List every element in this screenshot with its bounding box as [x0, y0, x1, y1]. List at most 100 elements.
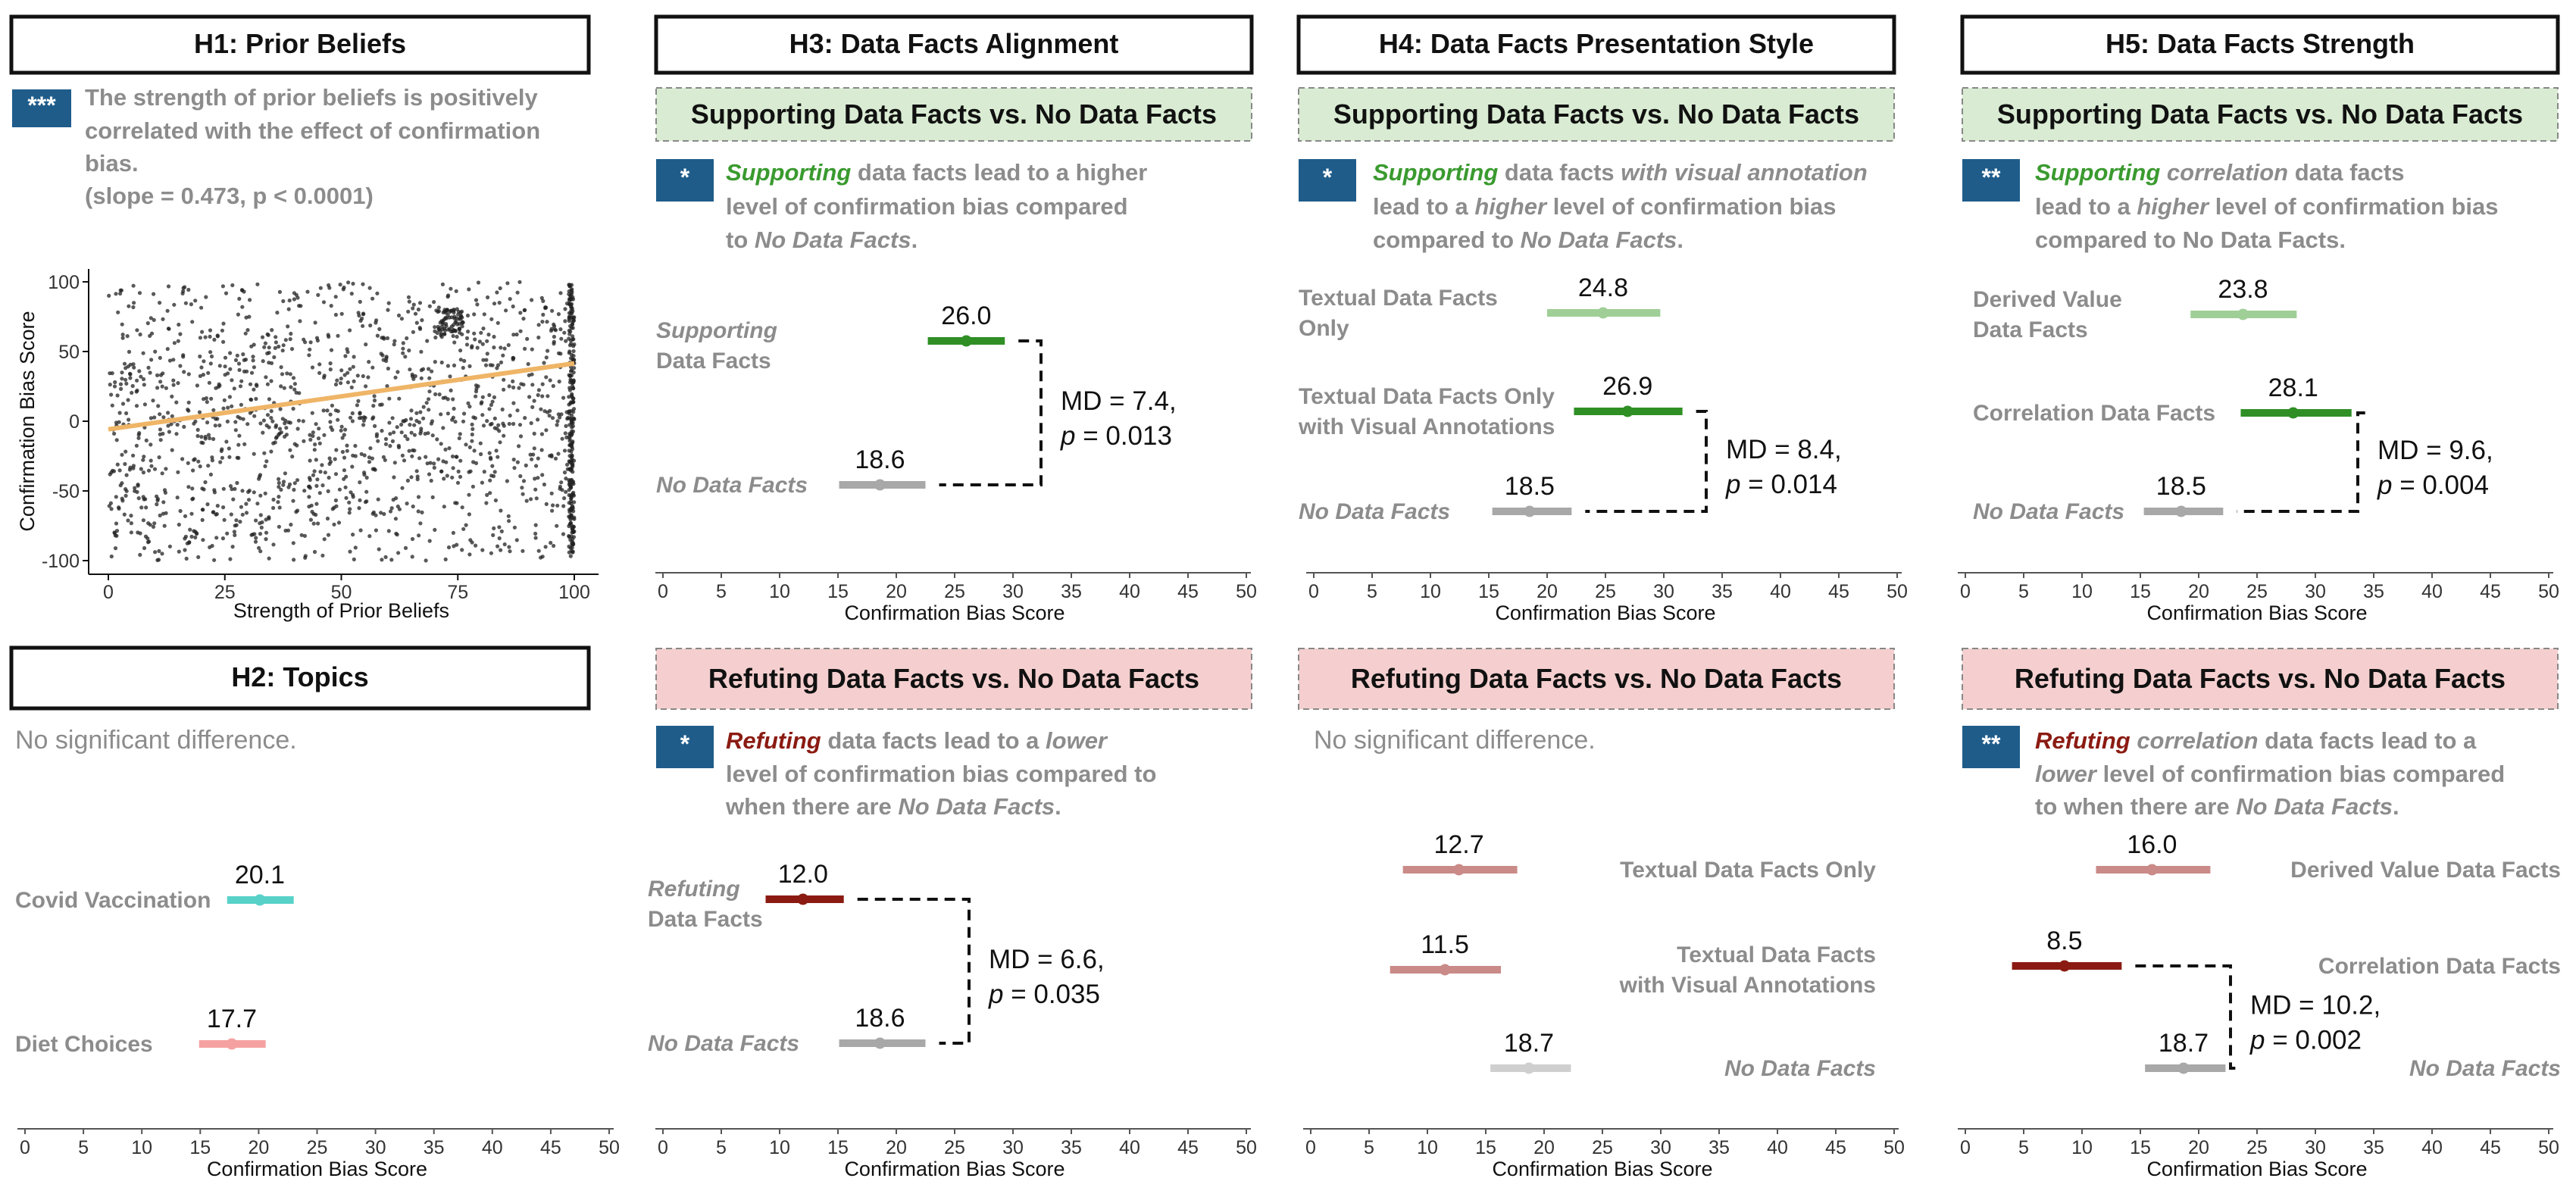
h1-scatter-point [536, 335, 541, 340]
h1-scatter-point [458, 432, 462, 436]
h1-scatter-point [146, 365, 151, 370]
h1-scatter-point [291, 498, 295, 503]
h3s-x-tick-label: 30 [1002, 581, 1024, 602]
h1-scatter-point [427, 389, 432, 394]
svg-text:**: ** [1982, 164, 2001, 191]
h4r-x-tick-label: 30 [1650, 1137, 1671, 1158]
h1-scatter-point [542, 482, 547, 487]
h1-scatter-point [258, 513, 263, 517]
h1-scatter-point [456, 312, 461, 317]
h1-scatter-point [200, 517, 205, 523]
h1-scatter-point [191, 468, 195, 473]
h1-scatter-point [237, 367, 242, 372]
h1-scatter-point [563, 319, 567, 323]
h1-scatter-point [421, 416, 426, 420]
h1-scatter-point [183, 536, 187, 541]
h1-scatter-point [330, 507, 335, 511]
h1-scatter-point [546, 394, 550, 398]
h1-scatter-point [460, 332, 464, 336]
h3r-value-label: 12.0 [778, 860, 828, 889]
h1-scatter-point [277, 480, 281, 486]
h1-scatter-point [252, 452, 256, 456]
h1-scatter-point [536, 388, 542, 392]
h1-scatter-point [342, 455, 347, 460]
h1-scatter-point [441, 395, 445, 400]
h3s-chart: 0 5 10 15 20 25 30 35 40 45 50 Confirmation Bias Sc… [655, 302, 1257, 624]
h1-scatter-point [141, 377, 146, 382]
h5r-chart: 0 5 10 15 20 25 30 35 40 45 50 Confirmation Bias Sc… [1958, 830, 2561, 1180]
h1-scatter-point [348, 415, 353, 420]
h1-scatter-point [420, 367, 426, 371]
h1-scatter-point [441, 459, 445, 464]
h1-scatter-point [393, 375, 398, 380]
h1-scatter-point [311, 521, 316, 526]
h1-scatter-point [370, 365, 375, 370]
h1-scatter-point [521, 492, 525, 496]
h1-scatter-point [564, 477, 568, 481]
h1-scatter-point [452, 363, 457, 367]
h1-scatter-point [258, 521, 262, 526]
h3s-x-tick-label: 0 [658, 581, 668, 602]
h1-scatter-point [340, 449, 345, 455]
h1-scatter-point [447, 446, 452, 451]
h4r-row-label: Textual Data Facts Only [1620, 858, 1876, 883]
h1-scatter-point [356, 398, 361, 404]
h1-scatter-point [491, 533, 496, 538]
h1-scatter-point [164, 467, 168, 471]
h1-scatter-point [153, 349, 158, 354]
h1-scatter-point [521, 479, 527, 483]
h1-scatter-point [539, 295, 544, 300]
h1-scatter-point [284, 426, 289, 430]
h1-scatter-point [329, 348, 334, 352]
h5r-x-tick-label: 50 [2538, 1137, 2559, 1158]
h1-scatter-point [567, 411, 572, 416]
h1-scatter-point [498, 286, 502, 291]
h1-scatter-point [123, 493, 128, 498]
h1-scatter-point [511, 401, 516, 405]
h1-scatter-point [270, 328, 274, 333]
h1-scatter-point [162, 523, 167, 528]
h1-scatter-point [568, 369, 574, 373]
h1-scatter-point [497, 536, 502, 541]
h1-x-tick-label: 100 [558, 582, 590, 603]
h1-scatter-point [487, 451, 492, 455]
h1-scatter-point [158, 380, 163, 384]
h1-scatter-point [233, 523, 237, 528]
h1-scatter-point [254, 518, 258, 523]
h1-scatter-point [496, 320, 500, 325]
h1-scatter-point [109, 392, 114, 397]
h1-scatter-point [167, 327, 171, 331]
h1-scatter-point [169, 422, 174, 427]
h1-scatter-point [525, 336, 530, 341]
h1-scatter-point [337, 487, 342, 492]
h4r-row-label: Textual Data Facts [1677, 942, 1876, 967]
h1-scatter-point [460, 324, 464, 329]
h1-scatter-point [290, 455, 295, 459]
h1-scatter-point [447, 315, 452, 320]
h1-scatter-point [378, 402, 383, 407]
h1-scatter-point [339, 377, 343, 381]
h1-scatter-point [558, 352, 563, 356]
h1-scatter-point [172, 302, 177, 307]
h1-scatter-point [543, 545, 548, 549]
h5s-x-tick-label: 40 [2421, 581, 2443, 602]
h1-y-tick-label: 100 [48, 272, 80, 293]
h1-scatter-point [567, 343, 573, 348]
h1-scatter-point [312, 469, 317, 473]
h1-scatter-point [545, 320, 549, 324]
h1-scatter-point [416, 495, 421, 499]
h3-support-badge: * [656, 159, 714, 202]
h1-scatter-point [383, 442, 389, 446]
h1-scatter-point [552, 334, 557, 339]
h1-scatter-point [118, 382, 123, 386]
h1-scatter-point [389, 506, 394, 511]
h1-scatter-point [445, 473, 449, 478]
svg-text:Supporting correlation data fa: Supporting correlation data facts [2035, 159, 2404, 186]
h1-scatter-point [489, 421, 494, 427]
h1-scatter-point [570, 431, 574, 436]
h1-scatter-point [158, 355, 162, 360]
h1-scatter-point [571, 400, 575, 405]
h1-scatter-point [549, 327, 554, 331]
h4r-value-label: 12.7 [1433, 830, 1483, 859]
h1-scatter-point [497, 525, 502, 530]
